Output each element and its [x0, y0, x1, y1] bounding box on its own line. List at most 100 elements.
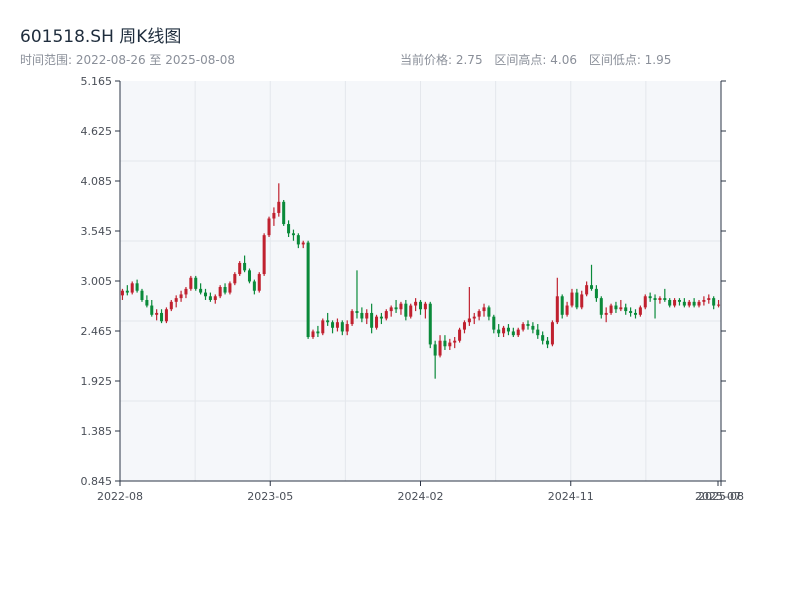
candle	[526, 320, 530, 330]
candle-body	[223, 287, 227, 293]
candle-body	[355, 311, 359, 313]
candle	[360, 307, 364, 323]
candle-body	[492, 316, 496, 330]
candle-body	[399, 303, 403, 310]
candle	[287, 220, 291, 238]
candle-body	[487, 307, 491, 317]
candle	[301, 240, 305, 249]
candle-body	[184, 288, 188, 295]
candle	[467, 287, 471, 326]
candle	[692, 298, 696, 308]
candle	[184, 287, 188, 299]
candle	[247, 268, 251, 284]
candle	[321, 318, 325, 336]
candle-body	[546, 340, 550, 345]
candle-body	[179, 294, 183, 299]
range-high-text: 区间高点: 4.06	[494, 53, 577, 67]
candle-body	[638, 307, 642, 315]
candle-body	[555, 296, 559, 323]
candle-body	[541, 335, 545, 341]
candle-body	[389, 307, 393, 312]
candle-body	[550, 322, 554, 345]
candle-body	[619, 307, 623, 310]
y-tick-label: 1.925	[81, 375, 113, 388]
candle-body	[150, 305, 154, 315]
candle	[120, 288, 124, 300]
candle-body	[673, 299, 677, 306]
x-ticks: 2022-08 2023-05 2024-02 2024-11 2025-072025-…	[97, 481, 744, 503]
candle	[511, 327, 515, 338]
candle-body	[697, 301, 701, 306]
candle-body	[243, 262, 247, 271]
candle	[433, 340, 437, 379]
current-price-text: 当前价格: 2.75	[400, 53, 483, 67]
candle	[213, 294, 217, 304]
candle-body	[365, 312, 369, 319]
candle-body	[717, 304, 721, 306]
candle-body	[580, 294, 584, 308]
candle	[619, 299, 623, 312]
y-ticks: 5.165 4.625 4.085 3.545 3.005 2.465 1.925 1.385…	[81, 75, 726, 488]
candle	[130, 281, 134, 295]
candle	[145, 295, 149, 308]
candle	[399, 301, 403, 315]
x-tick-label: 2024-02	[398, 490, 444, 503]
candle	[707, 294, 711, 304]
candle	[370, 303, 374, 334]
candle-body	[130, 283, 134, 293]
candle-body	[291, 233, 295, 236]
candle-body	[658, 298, 662, 300]
candle	[277, 183, 281, 217]
candle	[282, 199, 286, 226]
candle	[169, 299, 173, 312]
candle	[194, 275, 198, 291]
candle-body	[643, 296, 647, 308]
candle	[238, 261, 242, 276]
candle-body	[370, 312, 374, 328]
candle	[487, 305, 491, 321]
candles	[120, 183, 721, 379]
candle	[477, 309, 481, 321]
candle	[453, 337, 457, 349]
candle	[668, 298, 672, 308]
candle	[345, 320, 349, 336]
candle-body	[331, 322, 335, 328]
candle-body	[531, 325, 535, 330]
candle	[472, 312, 476, 325]
candle	[653, 294, 657, 319]
candle-body	[238, 262, 242, 275]
candle-body	[233, 274, 237, 284]
candle	[677, 298, 681, 306]
candle-body	[160, 312, 164, 322]
candle	[594, 285, 598, 302]
candle-body	[511, 331, 515, 336]
candle-body	[306, 242, 310, 338]
candle	[296, 233, 300, 249]
candle-body	[203, 292, 208, 297]
candle	[580, 290, 584, 310]
candle	[160, 309, 164, 324]
candle	[629, 307, 633, 317]
candle-body	[145, 299, 149, 306]
candle-body	[702, 299, 706, 302]
candle-body	[262, 235, 266, 275]
candle	[638, 305, 642, 317]
candle-body	[599, 298, 603, 315]
candle	[717, 299, 721, 308]
candle-body	[174, 298, 178, 302]
candle	[599, 296, 603, 319]
candle-body	[326, 320, 330, 323]
candle	[423, 301, 427, 319]
candle	[497, 324, 501, 338]
candle-body	[257, 274, 261, 291]
candle-body	[609, 305, 613, 313]
y-tick-label: 0.845	[81, 475, 113, 488]
candle	[306, 240, 310, 339]
candle-body	[247, 270, 251, 282]
x-tick-label: 2023-05	[247, 490, 293, 503]
candle	[414, 298, 418, 312]
candle-body	[629, 311, 633, 313]
candle-body	[692, 301, 696, 306]
candle-body	[169, 301, 173, 310]
